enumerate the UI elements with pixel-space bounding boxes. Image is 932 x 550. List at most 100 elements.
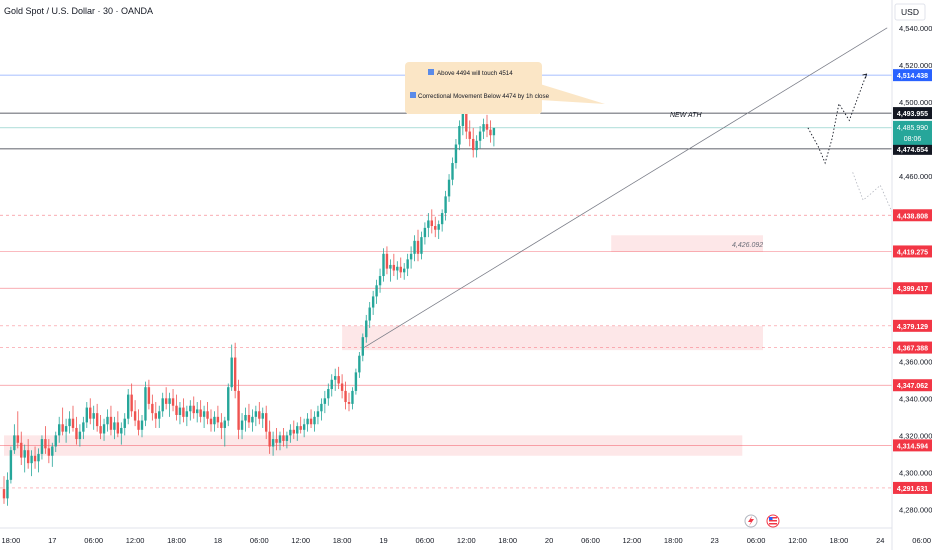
candle-body[interactable] [420,237,423,254]
candle-body[interactable] [251,416,254,423]
candle-body[interactable] [113,422,116,430]
candle-body[interactable] [399,266,402,273]
candle-body[interactable] [444,196,447,214]
candle-body[interactable] [206,411,209,419]
candle-body[interactable] [82,422,85,432]
candle-body[interactable] [330,379,333,390]
candle-body[interactable] [323,398,327,404]
currency-label[interactable]: USD [901,7,919,17]
candle-body[interactable] [313,416,316,425]
candle-body[interactable] [403,268,406,273]
time-axis[interactable]: 18:00 17 06:00 12:00 18:00 18 06:00 12:00 18:00 1… [2,536,932,545]
candle-body[interactable] [147,387,151,404]
candle-body[interactable] [258,411,261,419]
candle-body[interactable] [358,355,361,373]
candle-body[interactable] [223,420,226,428]
candle-body[interactable] [16,435,19,443]
candle-body[interactable] [85,407,88,423]
supply-demand-zone[interactable] [611,235,763,252]
candle-body[interactable] [406,259,409,269]
candle-body[interactable] [175,405,178,415]
candle-body[interactable] [230,357,233,388]
candle-body[interactable] [44,439,47,449]
candle-body[interactable] [116,422,120,434]
us-flag-event-icon[interactable] [766,514,780,528]
candle-body[interactable] [133,411,137,421]
candle-body[interactable] [6,479,9,499]
candle-body[interactable] [168,398,171,404]
candle-body[interactable] [196,409,199,414]
candle-body[interactable] [120,427,123,434]
candle-body[interactable] [189,405,192,412]
candle-body[interactable] [385,253,389,269]
candle-body[interactable] [140,420,144,430]
candle-body[interactable] [209,418,213,425]
candle-body[interactable] [271,439,275,447]
candle-body[interactable] [244,414,247,421]
candle-body[interactable] [368,307,371,321]
candle-body[interactable] [261,413,264,419]
candle-body[interactable] [296,426,299,434]
current-price-tag[interactable] [893,120,932,145]
candle-body[interactable] [30,455,33,464]
candle-body[interactable] [164,398,168,404]
candle-body[interactable] [154,413,157,419]
candle-body[interactable] [475,140,478,151]
candle-body[interactable] [447,179,451,197]
price-level-tag[interactable] [893,107,932,120]
candle-body[interactable] [465,113,468,132]
candle-body[interactable] [334,376,337,380]
candle-body[interactable] [254,411,258,417]
candle-body[interactable] [434,226,437,230]
candle-body[interactable] [354,372,358,391]
price-level-tag[interactable] [893,319,932,332]
price-level-tag[interactable] [893,439,932,452]
candle-body[interactable] [454,144,458,164]
supply-demand-zone[interactable] [342,326,763,351]
candle-body[interactable] [265,413,268,432]
candle-body[interactable] [416,240,420,254]
price-level-tag[interactable] [893,379,932,392]
candle-body[interactable] [37,453,40,462]
candle-body[interactable] [78,431,82,440]
candle-body[interactable] [151,403,154,414]
candle-body[interactable] [468,131,471,139]
candle-body[interactable] [489,129,492,136]
candle-body[interactable] [413,240,416,254]
currency-button[interactable] [894,3,926,21]
candle-body[interactable] [199,409,202,417]
candle-body[interactable] [472,138,475,151]
price-level-tag[interactable] [893,209,932,222]
candle-body[interactable] [437,224,440,230]
candle-body[interactable] [371,296,375,308]
candle-body[interactable] [282,435,285,441]
candle-body[interactable] [451,163,454,180]
trend-line[interactable] [362,27,888,349]
candle-body[interactable] [102,424,106,434]
callout-note[interactable]: Above 4494 will touch 4514 Correctional … [405,62,605,114]
candle-body[interactable] [64,426,68,432]
candle-body[interactable] [2,489,6,499]
candle-body[interactable] [375,285,378,297]
candle-body[interactable] [26,450,30,464]
candle-body[interactable] [185,411,189,417]
candle-body[interactable] [106,416,109,425]
candle-body[interactable] [299,426,302,430]
candle-body[interactable] [365,320,368,338]
price-level-tag[interactable] [893,481,932,494]
candle-body[interactable] [320,403,323,412]
candle-body[interactable] [458,125,461,145]
candle-body[interactable] [233,357,237,391]
candle-body[interactable] [396,266,399,271]
candle-body[interactable] [392,264,396,271]
candle-body[interactable] [123,418,126,428]
candle-body[interactable] [461,113,465,126]
candle-body[interactable] [478,131,482,141]
candle-body[interactable] [289,429,292,436]
candle-body[interactable] [409,253,413,260]
candle-body[interactable] [227,387,230,421]
candle-body[interactable] [68,418,71,427]
candle-body[interactable] [302,424,306,430]
candle-body[interactable] [340,383,344,391]
candle-body[interactable] [306,418,309,425]
